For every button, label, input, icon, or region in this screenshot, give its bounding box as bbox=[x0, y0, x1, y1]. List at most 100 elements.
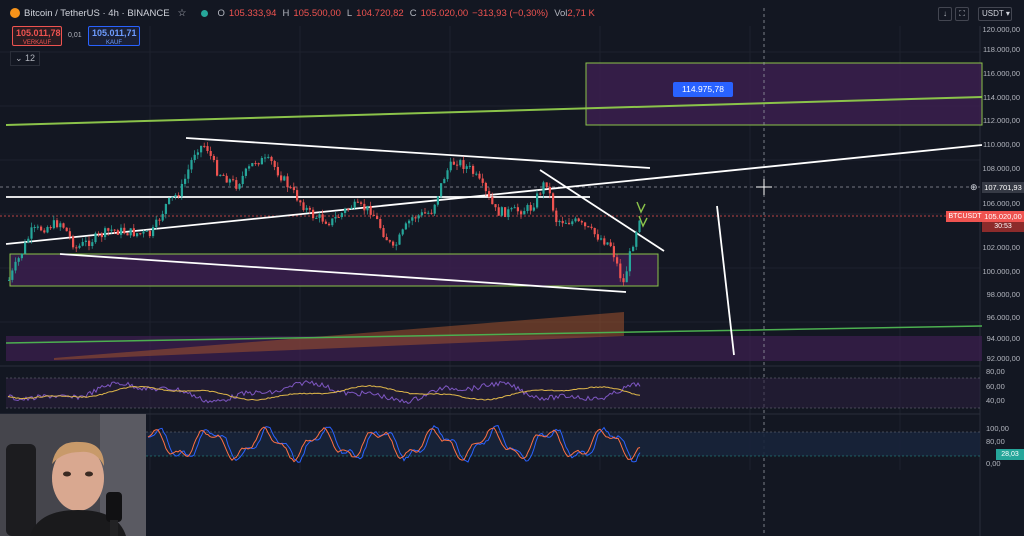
candle-body bbox=[17, 258, 20, 262]
candle-body bbox=[616, 257, 619, 264]
candle-body bbox=[600, 238, 603, 240]
sell-button[interactable]: 105.011,78 VERKAUF bbox=[12, 26, 62, 46]
candle-body bbox=[324, 221, 327, 224]
candle-body bbox=[532, 207, 535, 211]
indicator-toggle[interactable]: ⌄ 12 bbox=[10, 51, 41, 66]
candle-body bbox=[27, 238, 30, 243]
candle-body bbox=[449, 161, 452, 171]
candle-body bbox=[414, 217, 417, 219]
candle-body bbox=[529, 205, 532, 211]
fullscreen-icon[interactable]: ⛶ bbox=[955, 7, 969, 21]
rsi-axis-label: 60,00 bbox=[986, 382, 1005, 391]
chart-toolbar: ↓ ⛶ USDT ▾ bbox=[938, 7, 1012, 21]
candle-body bbox=[171, 196, 174, 198]
candle-body bbox=[440, 183, 443, 197]
candle-body bbox=[350, 207, 353, 209]
candle-body bbox=[523, 211, 526, 215]
candle-body bbox=[116, 230, 119, 235]
candle-body bbox=[14, 261, 17, 271]
candle-countdown: 30:53 bbox=[982, 222, 1024, 232]
add-alert-icon[interactable]: ⊕ bbox=[970, 182, 978, 192]
indicator-count: 12 bbox=[25, 53, 36, 63]
candle-body bbox=[84, 240, 87, 242]
candle-body bbox=[196, 152, 199, 155]
candle-body bbox=[123, 227, 126, 234]
ohlc-low: 104.720,82 bbox=[356, 7, 404, 19]
candle-body bbox=[219, 174, 222, 176]
candle-body bbox=[411, 217, 414, 221]
price-axis-label: 98.000,00 bbox=[986, 290, 1020, 299]
candle-body bbox=[132, 228, 135, 237]
white-line-short-descending[interactable] bbox=[539, 169, 665, 252]
candle-body bbox=[232, 179, 235, 181]
candle-body bbox=[580, 221, 583, 223]
volume-profile-wedge bbox=[54, 312, 624, 360]
candle-body bbox=[241, 175, 244, 185]
candle-body bbox=[36, 226, 39, 228]
candle-body bbox=[545, 182, 548, 187]
candle-body bbox=[273, 161, 276, 167]
price-annotation[interactable]: 114.975,78 bbox=[673, 82, 733, 97]
price-axis-label: 106.000,00 bbox=[982, 199, 1020, 208]
candle-body bbox=[427, 212, 430, 214]
market-status-icon bbox=[200, 9, 208, 17]
candle-body bbox=[180, 183, 183, 197]
candle-body bbox=[478, 173, 481, 179]
white-line-ascending[interactable] bbox=[5, 144, 983, 245]
candle-body bbox=[56, 220, 59, 228]
candle-body bbox=[500, 207, 503, 216]
currency-select[interactable]: USDT ▾ bbox=[978, 7, 1012, 21]
candle-body bbox=[148, 230, 151, 237]
candle-body bbox=[568, 222, 571, 225]
buy-button[interactable]: 105.011,71 KAUF bbox=[88, 26, 140, 46]
candle-body bbox=[558, 220, 561, 223]
candle-body bbox=[193, 154, 196, 161]
candle-body bbox=[203, 145, 206, 147]
green-trendline-lower[interactable] bbox=[5, 325, 983, 344]
candle-body bbox=[126, 233, 129, 236]
candle-body bbox=[52, 220, 55, 229]
candle-body bbox=[120, 227, 123, 235]
candle-body bbox=[526, 205, 529, 212]
candle-body bbox=[612, 246, 615, 258]
candle-body bbox=[190, 160, 193, 170]
candle-body bbox=[606, 242, 609, 245]
candle-body bbox=[456, 164, 459, 166]
candle-body bbox=[331, 218, 334, 226]
resistance-zone[interactable] bbox=[585, 62, 983, 126]
support-zone[interactable] bbox=[9, 253, 659, 287]
candle-body bbox=[622, 278, 625, 283]
candle-body bbox=[318, 214, 321, 218]
candle-body bbox=[404, 223, 407, 230]
candle-body bbox=[609, 242, 612, 247]
candle-body bbox=[212, 155, 215, 161]
symbol-title[interactable]: Bitcoin / TetherUS · 4h · BINANCE bbox=[24, 7, 170, 19]
price-axis-label: 114.000,00 bbox=[983, 93, 1020, 102]
candle-body bbox=[305, 207, 308, 211]
ohlc-close-label: C bbox=[409, 7, 417, 19]
candle-body bbox=[628, 251, 631, 272]
download-icon[interactable]: ↓ bbox=[938, 7, 952, 21]
star-icon[interactable]: ☆ bbox=[177, 7, 187, 19]
crosshair-icon bbox=[756, 179, 772, 195]
candle-body bbox=[244, 168, 247, 176]
candle-body bbox=[334, 216, 337, 219]
candle-body bbox=[200, 145, 203, 153]
candle-body bbox=[564, 222, 567, 224]
white-line-descending-top[interactable] bbox=[185, 137, 651, 169]
green-trendline-upper[interactable] bbox=[5, 96, 983, 126]
candle-body bbox=[590, 226, 593, 228]
white-line-projection[interactable] bbox=[716, 205, 735, 356]
candle-body bbox=[574, 218, 577, 222]
candle-body bbox=[379, 219, 382, 229]
candle-body bbox=[315, 217, 318, 219]
webcam-overlay bbox=[0, 414, 146, 536]
candle-body bbox=[596, 234, 599, 240]
white-line-descending-bottom[interactable] bbox=[59, 253, 627, 293]
candle-body bbox=[392, 241, 395, 246]
candle-body bbox=[542, 182, 545, 194]
candle-body bbox=[382, 228, 385, 238]
volume-value: 2,71 K bbox=[567, 7, 595, 19]
